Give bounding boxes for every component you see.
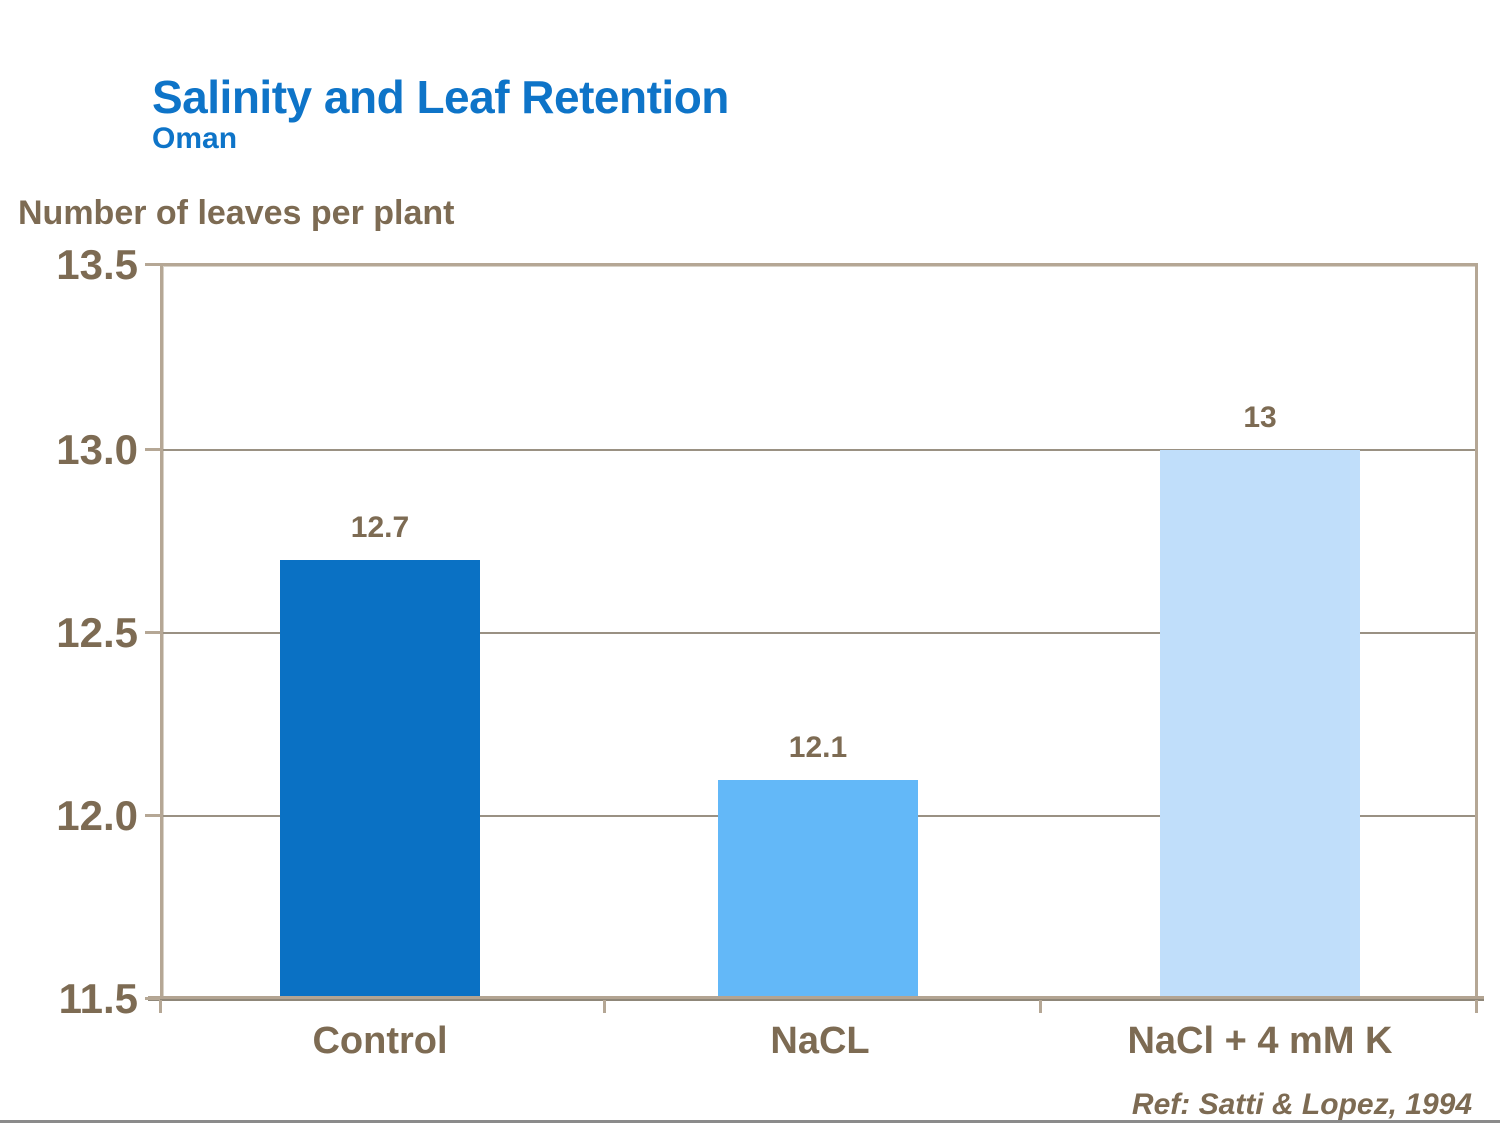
- y-tick-mark: [145, 997, 160, 1000]
- category-label-nacl: NaCL: [770, 1020, 870, 1062]
- gridline-12-5: [163, 632, 1475, 634]
- x-tick-mark: [603, 1000, 606, 1013]
- bar-control: [280, 560, 480, 1000]
- x-tick-mark: [1475, 1000, 1478, 1013]
- y-tick-mark: [145, 448, 160, 451]
- value-label-nacl: 12.1: [788, 731, 848, 764]
- x-axis-line: [148, 996, 1484, 1001]
- chart-subtitle: Oman: [152, 122, 238, 155]
- y-tick-12-0: 12.0: [56, 792, 138, 839]
- reference-text: Ref: Satti & Lopez, 1994: [1131, 1088, 1472, 1121]
- y-tick-13-5: 13.5: [56, 241, 138, 288]
- bar-nacl-plus-k: [1160, 450, 1360, 1000]
- y-tick-mark: [145, 263, 160, 266]
- y-tick-12-5: 12.5: [56, 609, 138, 656]
- bar-nacl: [718, 780, 918, 1000]
- x-tick-mark: [1039, 1000, 1042, 1013]
- value-label-control: 12.7: [350, 511, 410, 544]
- value-label-nacl-plus-k: 13: [1243, 401, 1277, 434]
- category-label-control: Control: [312, 1020, 448, 1062]
- y-axis-title: Number of leaves per plant: [18, 194, 455, 232]
- chart-title: Salinity and Leaf Retention: [152, 71, 729, 123]
- x-tick-mark: [159, 1000, 162, 1013]
- y-tick-mark: [145, 631, 160, 634]
- bottom-rule: [0, 1120, 1500, 1123]
- gridline-13: [163, 449, 1475, 451]
- y-tick-11-5: 11.5: [58, 975, 138, 1022]
- y-tick-mark: [145, 814, 160, 817]
- category-label-nacl-plus-k: NaCl + 4 mM K: [1127, 1020, 1393, 1062]
- y-tick-13-0: 13.0: [56, 426, 138, 473]
